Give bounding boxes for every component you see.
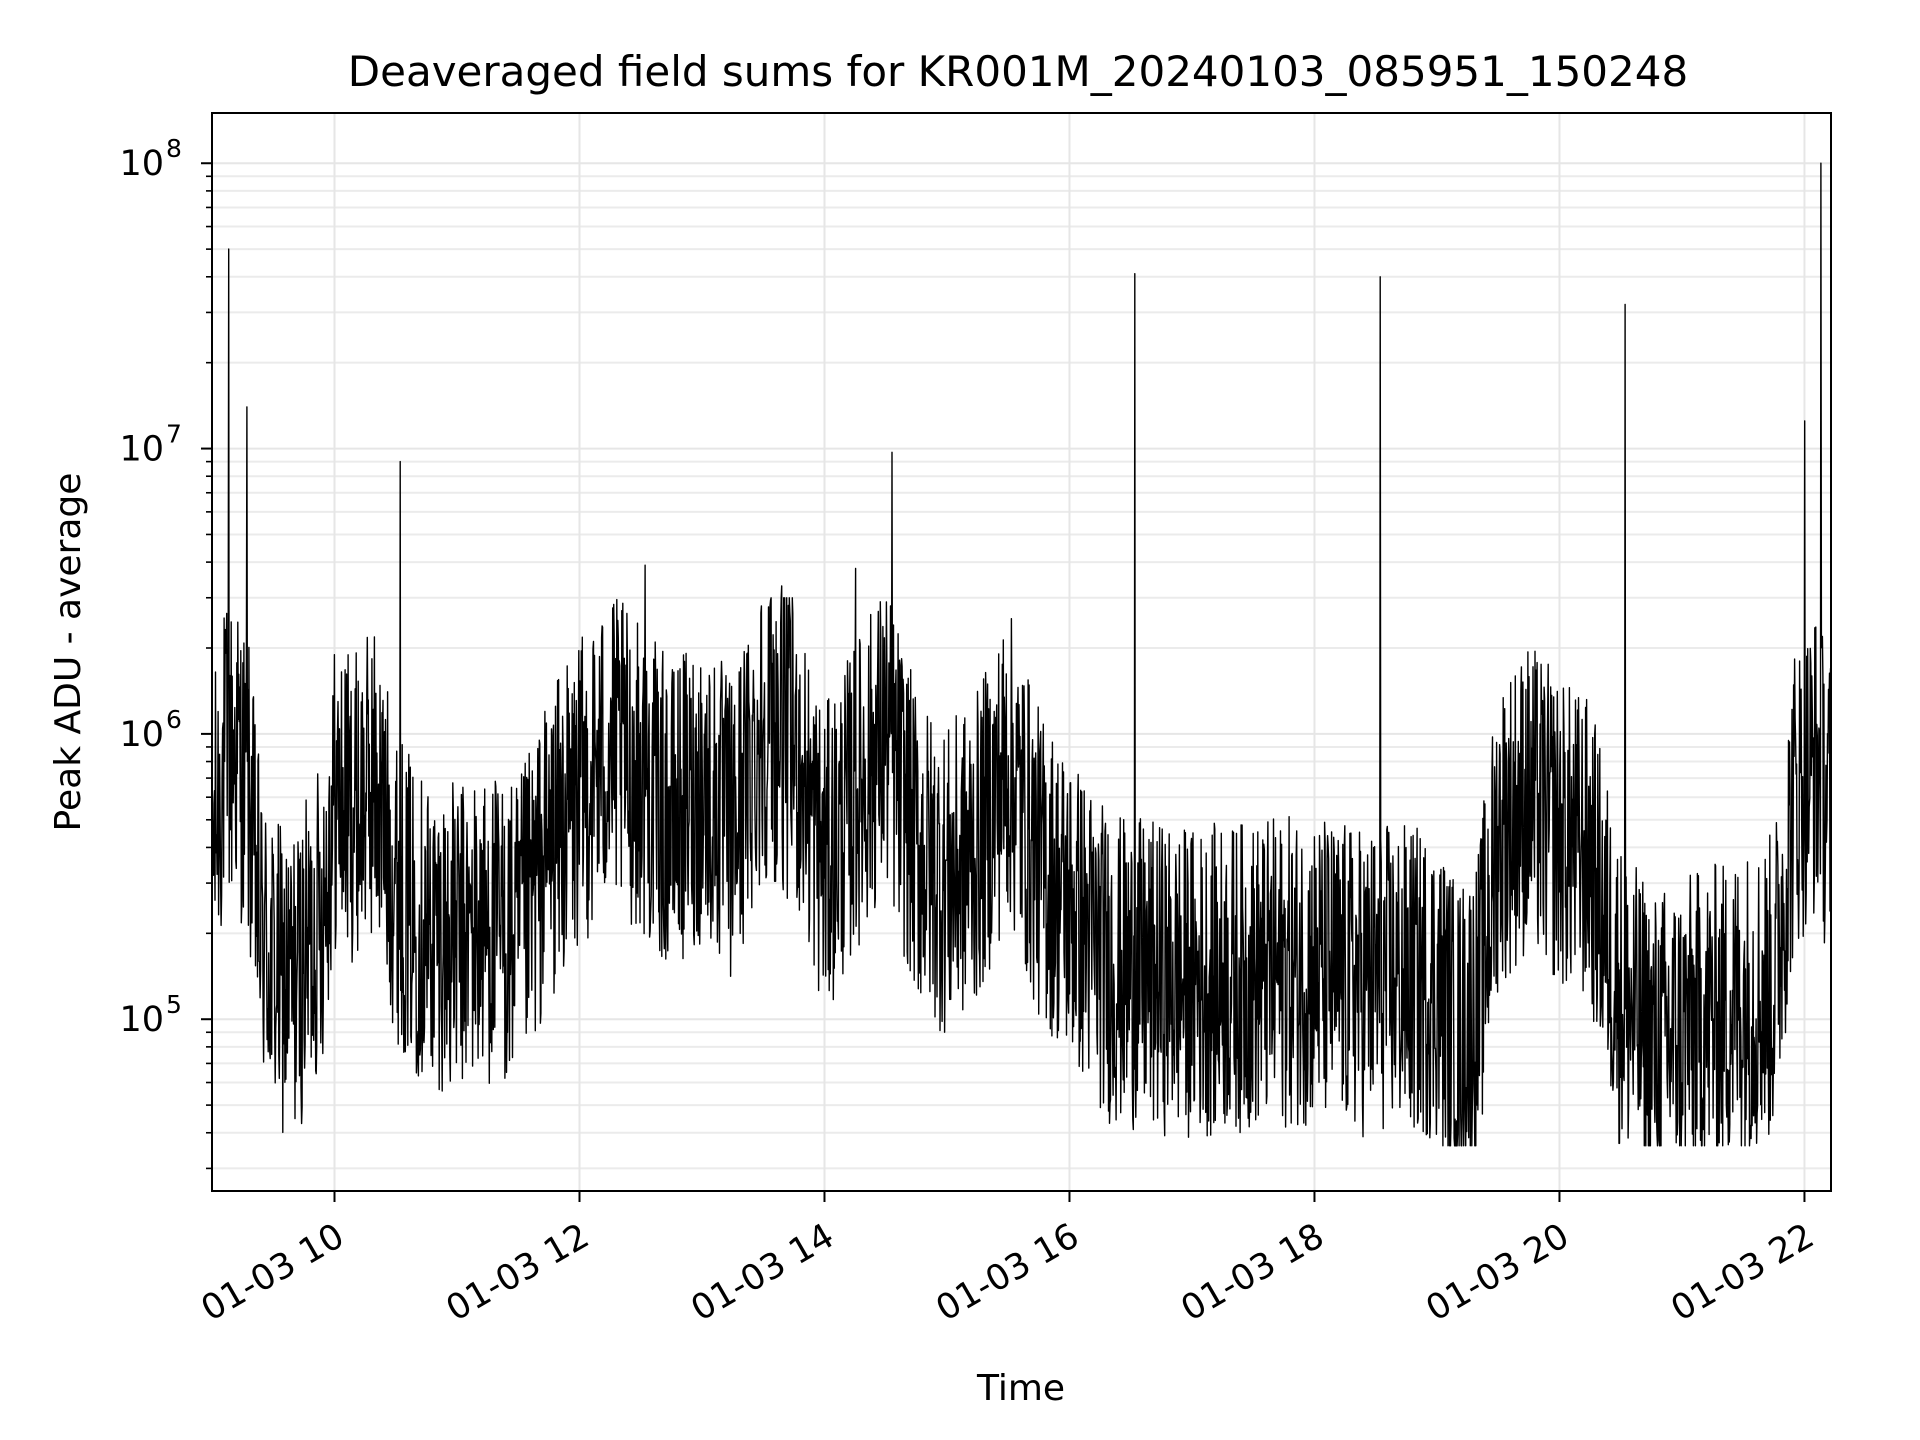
y-axis-label: Peak ADU - average xyxy=(48,473,89,832)
series-layer xyxy=(211,162,1832,1147)
plot-frame xyxy=(211,112,1832,1192)
chart-title: Deaveraged field sums for KR001M_2024010… xyxy=(348,47,1688,96)
x-axis-label: Time xyxy=(976,1368,1065,1409)
series-line xyxy=(211,162,1832,1147)
y-tick-label: 10 xyxy=(119,715,164,755)
y-tick-label: 10 xyxy=(119,1000,164,1040)
y-tick-exponent: 6 xyxy=(166,705,182,734)
y-tick-exponent: 8 xyxy=(166,134,182,163)
y-tick-exponent: 5 xyxy=(166,990,182,1019)
y-tick-label: 10 xyxy=(119,144,164,184)
y-tick-label: 10 xyxy=(119,430,164,470)
y-tick-exponent: 7 xyxy=(166,420,182,449)
